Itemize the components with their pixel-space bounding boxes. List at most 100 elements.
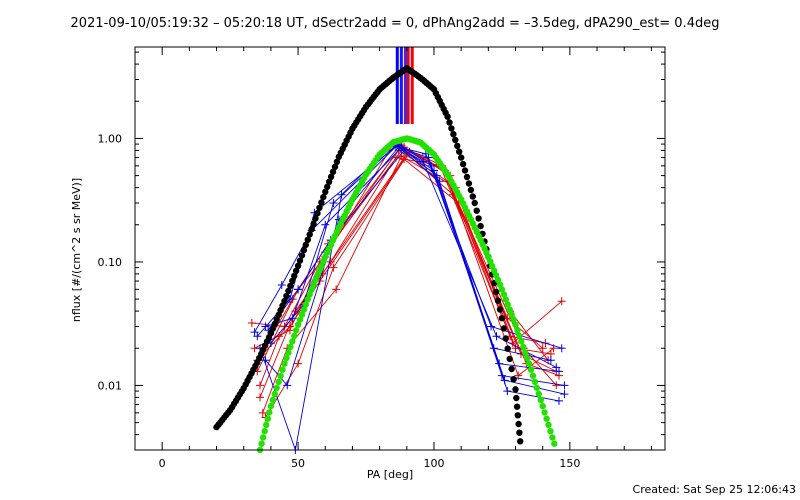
reference-dot-1-18-2 — [502, 296, 509, 303]
series-point-11-6 — [560, 381, 569, 390]
reference-dot-0-8-1 — [324, 183, 331, 190]
series-point-14-4 — [419, 157, 428, 166]
reference-dot-0-7-0 — [308, 226, 315, 233]
series-point-4-6 — [538, 344, 547, 353]
reference-dot-0-5-1 — [283, 292, 290, 300]
reference-dot-1-18-3 — [504, 301, 511, 308]
reference-dot-1-3-6 — [306, 291, 313, 298]
series-point-4-0 — [256, 393, 265, 402]
reference-dot-1-1-6 — [279, 366, 286, 373]
reference-dot-0-22-5 — [516, 429, 523, 436]
reference-dot-0-5-6 — [292, 267, 300, 274]
reference-dot-1-18-0 — [498, 286, 506, 293]
reference-dot-1-21-3 — [545, 421, 552, 429]
series-point-14-6 — [552, 363, 561, 372]
series-15 — [261, 143, 563, 405]
y-tick-label-0: 0.01 — [98, 379, 123, 392]
reference-dot-1-1-0 — [267, 402, 275, 410]
reference-dot-1-2-2 — [285, 349, 292, 356]
reference-dot-0-22-0 — [512, 386, 519, 393]
reference-dot-1-20-3 — [531, 378, 539, 386]
x-tick-label-2: 100 — [423, 457, 444, 470]
reference-dot-0-6-4 — [302, 241, 309, 249]
series-8 — [258, 155, 561, 390]
reference-dot-0-19-2 — [475, 215, 482, 222]
reference-dot-0-19-0 — [471, 199, 478, 207]
reference-dot-0-20-5 — [494, 297, 502, 304]
reference-dot-1-20-1 — [527, 366, 535, 373]
reference-dot-0-5-2 — [285, 287, 292, 295]
reference-dot-0-8-3 — [327, 173, 335, 180]
reference-dot-0-6-1 — [296, 257, 304, 264]
reference-dot-1-2-5 — [291, 332, 298, 340]
reference-dot-1-20-0 — [525, 360, 533, 367]
reference-curve-0 — [213, 65, 524, 445]
reference-dot-1-3-1 — [296, 316, 304, 323]
reference-dot-1-21-1 — [541, 409, 548, 416]
reference-dot-0-21-4 — [506, 355, 513, 363]
reference-dot-1-19-5 — [522, 349, 529, 356]
x-tick-label-3: 150 — [559, 457, 580, 470]
reference-dot-1-1-3 — [273, 384, 280, 392]
reference-dot-0-20-4 — [492, 288, 500, 296]
reference-dot-0-22-6 — [517, 438, 524, 445]
reference-dot-0-18-1 — [459, 160, 467, 168]
reference-dot-1-2-1 — [283, 354, 290, 362]
reference-dot-0-5-3 — [287, 282, 294, 290]
series-point-5-0 — [258, 408, 267, 417]
reference-dot-0-7-3 — [314, 210, 321, 217]
reference-dot-1-3-2 — [298, 311, 306, 318]
reference-dot-0-7-2 — [312, 215, 319, 222]
series-line-5 — [262, 155, 549, 413]
y-tick-label-2: 1.00 — [98, 132, 123, 145]
reference-dot-0-18-6 — [469, 193, 476, 200]
x-axis-ticks: 0 50 100 150 — [159, 47, 652, 470]
reference-dot-1-2-3 — [287, 343, 294, 351]
series-line-12 — [265, 147, 562, 349]
reference-dot-0-8-0 — [322, 188, 329, 195]
series-point-15-6 — [555, 396, 563, 405]
reference-dot-0-17-3 — [450, 131, 457, 138]
series-point-9-1 — [277, 281, 286, 290]
reference-dot-0-6-2 — [298, 252, 306, 259]
reference-curve-1 — [256, 135, 558, 454]
reference-dot-0-8-2 — [325, 178, 333, 185]
reference-dot-0-21-5 — [508, 365, 515, 373]
reference-dot-1-3-5 — [304, 296, 311, 303]
series-line-8 — [262, 158, 557, 386]
reference-dot-0-21-2 — [502, 335, 509, 342]
reference-dot-1-2-6 — [292, 327, 300, 334]
y-axis-label: nflux [#/(cm^2 s sr MeV)] — [70, 178, 83, 322]
reference-dot-1-19-4 — [520, 343, 527, 351]
x-tick-label-1: 50 — [291, 457, 305, 470]
series-layer — [247, 138, 569, 454]
reference-dot-0-22-1 — [513, 394, 520, 402]
reference-dot-0-5-4 — [289, 277, 296, 285]
created-timestamp: Created: Sat Sep 25 12:06:43 2021 — [633, 483, 800, 496]
series-point-9-6 — [546, 356, 555, 365]
series-point-7-6 — [557, 297, 566, 306]
reference-dot-0-7-1 — [310, 220, 317, 228]
reference-dot-1-20-4 — [533, 384, 541, 392]
series-point-14-2 — [329, 199, 338, 208]
reference-dot-0-17-4 — [452, 136, 459, 144]
series-point-15-5 — [503, 387, 512, 396]
reference-dot-1-1-1 — [269, 396, 276, 404]
series-point-3-0 — [256, 381, 265, 390]
reference-dot-0-7-4 — [316, 204, 323, 211]
reference-dot-1-3-3 — [300, 306, 308, 313]
series-13 — [264, 146, 569, 399]
reference-dot-0-21-6 — [510, 376, 517, 383]
series-point-13-4 — [432, 171, 441, 180]
reference-dot-0-22-2 — [513, 403, 521, 410]
reference-dot-0-8-5 — [331, 163, 339, 170]
reference-dot-0-21-1 — [500, 325, 508, 332]
reference-dot-1-19-2 — [516, 332, 523, 340]
reference-dot-1-0-3 — [261, 428, 268, 435]
reference-dot-0-6-5 — [304, 236, 311, 243]
reference-dot-1-21-0 — [539, 402, 546, 410]
reference-dot-1-19-3 — [518, 338, 525, 345]
reference-dot-0-22-4 — [515, 420, 522, 428]
reference-dot-0-19-1 — [473, 207, 480, 214]
reference-dot-1-21-5 — [549, 434, 556, 441]
